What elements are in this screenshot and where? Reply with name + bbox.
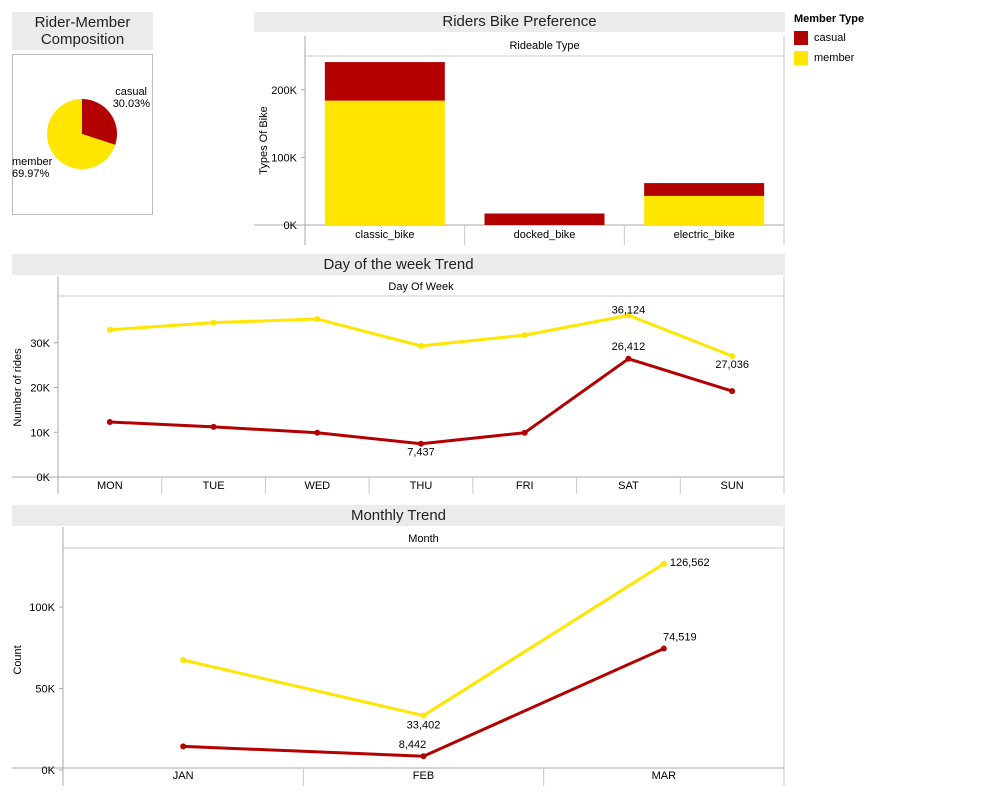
dow-chart-title-text: Day of the week Trend — [323, 256, 474, 273]
dow-data-label-casual: 7,437 — [407, 447, 435, 459]
bike-chart-title: Riders Bike Preference — [254, 12, 785, 32]
month-y-axis-label: Count — [12, 645, 24, 674]
month-data-label-casual: 8,442 — [399, 739, 427, 751]
month-x-tick-label: JAN — [173, 770, 194, 782]
bar-classic_bike-casual — [324, 62, 445, 101]
month-data-label-casual: 74,519 — [663, 632, 697, 644]
bike-x-tick-label: classic_bike — [355, 229, 414, 241]
legend-label-member: member — [814, 52, 855, 64]
dow-point-casual — [521, 429, 528, 436]
dow-line-casual — [109, 357, 733, 446]
bar-electric_bike-casual — [644, 183, 765, 196]
dow-point-member — [625, 312, 632, 319]
month-y-tick-label: 0K — [42, 765, 56, 777]
dow-point-member — [210, 319, 217, 326]
dow-y-tick-label: 30K — [30, 338, 50, 350]
dow-point-member — [418, 342, 424, 349]
dow-x-tick-label: SAT — [618, 480, 639, 492]
dow-x-tick-label: THU — [410, 480, 433, 492]
legend-swatch-member — [794, 51, 808, 65]
bike-y-tick-label: 0K — [284, 220, 298, 232]
dow-point-casual — [210, 423, 217, 430]
month-line-member — [182, 562, 665, 718]
dow-point-casual — [729, 388, 736, 395]
bike-header: Rideable Type — [509, 40, 579, 52]
dow-point-member — [729, 353, 736, 360]
month-y-tick-label: 50K — [35, 684, 55, 696]
month-data-label-member: 33,402 — [407, 720, 441, 732]
composition-title: Rider-Member Composition — [12, 12, 153, 50]
dow-header: Day Of Week — [388, 281, 454, 293]
bar-docked_bike-casual — [484, 213, 605, 225]
pie-value-member: 69.97% — [12, 168, 50, 180]
month-point-casual — [660, 645, 667, 652]
bike-x-tick-label: electric_bike — [674, 229, 735, 241]
pie-value-casual: 30.03% — [113, 98, 151, 110]
legend-swatch-casual — [794, 31, 808, 45]
month-point-member — [660, 560, 667, 567]
month-chart-title-text: Monthly Trend — [350, 507, 447, 524]
month-x-tick-label: FEB — [413, 770, 434, 782]
legend-label-casual: casual — [814, 32, 846, 44]
legend-item-member[interactable]: member — [794, 48, 864, 68]
dow-x-tick-label: MON — [97, 480, 123, 492]
composition-panel — [12, 54, 153, 215]
legend-title: Member Type — [794, 13, 865, 25]
dow-data-label-member: 27,036 — [715, 359, 749, 371]
bike-y-axis-label: Types Of Bike — [258, 106, 270, 174]
dow-point-member — [106, 326, 113, 333]
month-data-label-member: 126,562 — [670, 557, 710, 569]
dow-point-casual — [625, 355, 632, 362]
composition-title-text: Rider-Member Composition — [34, 14, 131, 48]
pie-slice-casual — [82, 99, 117, 145]
dow-point-casual — [106, 418, 113, 425]
pie-label-member: member — [12, 156, 53, 168]
dow-y-axis-label: Number of rides — [12, 348, 24, 427]
pie-label-casual: casual — [115, 86, 147, 98]
bar-classic_bike-member — [324, 100, 445, 225]
dow-y-tick-label: 0K — [37, 472, 51, 484]
month-point-member — [420, 712, 427, 719]
month-x-tick-label: MAR — [652, 770, 677, 782]
bar-electric_bike-member — [644, 195, 765, 225]
month-point-casual — [180, 743, 187, 750]
legend-item-casual[interactable]: casual — [794, 28, 864, 48]
dow-x-tick-label: WED — [304, 480, 330, 492]
month-y-tick-label: 100K — [29, 602, 55, 614]
dow-data-label-member: 36,124 — [612, 304, 646, 316]
dow-point-member — [314, 316, 321, 323]
month-point-casual — [420, 753, 427, 760]
month-header: Month — [408, 533, 439, 545]
month-point-member — [180, 657, 187, 663]
dow-point-casual — [314, 429, 321, 436]
dow-y-tick-label: 10K — [30, 427, 50, 439]
dow-x-tick-label: SUN — [721, 480, 744, 492]
dow-chart-title: Day of the week Trend — [12, 254, 785, 275]
dow-point-casual — [418, 440, 424, 447]
bike-chart-title-text: Riders Bike Preference — [442, 13, 597, 30]
dow-point-member — [521, 332, 528, 339]
dow-y-tick-label: 20K — [30, 383, 50, 395]
bike-y-tick-label: 100K — [271, 152, 297, 164]
bike-y-tick-label: 200K — [271, 85, 297, 97]
pie-slice-member — [46, 99, 116, 170]
legend: Member Type casual member — [794, 13, 864, 68]
dow-data-label-casual: 26,412 — [612, 341, 646, 353]
dow-x-tick-label: FRI — [516, 480, 534, 492]
month-chart-title: Monthly Trend — [12, 505, 785, 526]
bike-x-tick-label: docked_bike — [514, 229, 576, 241]
dow-x-tick-label: TUE — [203, 480, 225, 492]
